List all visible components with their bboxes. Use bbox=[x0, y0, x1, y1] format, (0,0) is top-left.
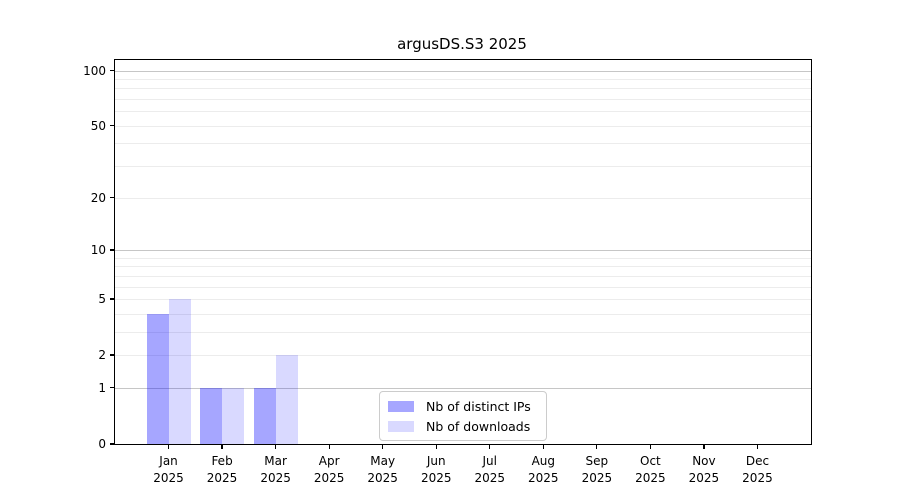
minor-gridline bbox=[115, 166, 811, 168]
x-tick bbox=[167, 444, 170, 449]
x-tick bbox=[275, 444, 277, 449]
x-tick-label: Apr 2025 bbox=[313, 454, 345, 485]
major-gridline bbox=[115, 387, 811, 389]
x-tick-label: Mar 2025 bbox=[260, 454, 291, 485]
y-tick bbox=[109, 125, 114, 127]
bar-nb-of-downloads-feb bbox=[222, 387, 245, 444]
x-tick bbox=[649, 444, 651, 449]
y-tick-label: 20 bbox=[90, 190, 106, 205]
x-tick-label: May 2025 bbox=[367, 454, 398, 485]
legend-label-distinct-ips: Nb of distinct IPs bbox=[426, 398, 531, 414]
x-tick-label: Sep 2025 bbox=[581, 454, 613, 485]
x-tick bbox=[596, 444, 598, 449]
minor-gridline bbox=[115, 355, 811, 357]
y-tick bbox=[109, 298, 114, 300]
minor-gridline bbox=[115, 257, 811, 259]
x-tick bbox=[703, 444, 705, 449]
major-gridline bbox=[115, 70, 811, 72]
minor-gridline bbox=[115, 125, 811, 127]
x-tick-label: Oct 2025 bbox=[635, 454, 666, 485]
bar-nb-of-downloads-mar bbox=[275, 355, 298, 444]
x-tick-label: Feb 2025 bbox=[206, 454, 238, 485]
x-tick bbox=[221, 444, 223, 449]
minor-gridline bbox=[115, 331, 811, 333]
minor-gridline bbox=[115, 266, 811, 268]
y-tick-label: 2 bbox=[98, 348, 106, 363]
x-tick bbox=[489, 444, 491, 449]
y-tick-label: 5 bbox=[98, 291, 106, 306]
minor-gridline bbox=[115, 286, 811, 288]
legend-item-distinct-ips: Nb of distinct IPs bbox=[380, 396, 546, 416]
x-tick bbox=[435, 444, 437, 449]
minor-gridline bbox=[115, 275, 811, 277]
x-tick-label: Aug 2025 bbox=[528, 454, 559, 485]
x-tick-label: Jan 2025 bbox=[153, 454, 184, 485]
legend-item-downloads: Nb of downloads bbox=[380, 416, 546, 436]
minor-gridline bbox=[115, 99, 811, 101]
x-tick-label: Jul 2025 bbox=[474, 454, 506, 485]
y-tick bbox=[109, 443, 114, 445]
minor-gridline bbox=[115, 197, 811, 199]
bar-nb-of-downloads-jan bbox=[168, 299, 191, 444]
minor-gridline bbox=[115, 111, 811, 113]
y-tick-label: 50 bbox=[90, 118, 106, 133]
chart-title: argusDS.S3 2025 bbox=[397, 35, 527, 53]
major-gridline bbox=[115, 249, 811, 251]
x-tick bbox=[542, 444, 544, 449]
x-tick bbox=[382, 444, 384, 449]
y-tick-label: 10 bbox=[90, 242, 106, 257]
minor-gridline bbox=[115, 88, 811, 90]
y-tick-label: 0 bbox=[98, 437, 106, 451]
legend-swatch-distinct-ips bbox=[388, 400, 414, 412]
x-tick-label: Nov 2025 bbox=[688, 454, 720, 485]
y-tick bbox=[109, 354, 114, 356]
y-tick bbox=[109, 387, 114, 389]
bar-nb-of-distinct-ips-feb bbox=[200, 387, 223, 444]
minor-gridline bbox=[115, 78, 811, 80]
y-tick-label: 100 bbox=[83, 63, 106, 78]
x-tick bbox=[756, 444, 759, 449]
legend-label-downloads: Nb of downloads bbox=[426, 418, 531, 434]
bar-nb-of-distinct-ips-jan bbox=[146, 313, 169, 444]
minor-gridline bbox=[115, 298, 811, 300]
minor-gridline bbox=[115, 143, 811, 145]
x-tick bbox=[328, 444, 330, 449]
plot-area: Nb of distinct IPs Nb of downloads 0 1 2 5 1… bbox=[83, 59, 812, 485]
bar-nb-of-distinct-ips-mar bbox=[253, 387, 276, 444]
y-tick bbox=[109, 69, 114, 72]
y-tick bbox=[109, 197, 114, 199]
y-tick-label: 1 bbox=[98, 380, 106, 395]
minor-gridline bbox=[115, 313, 811, 315]
x-tick-label: Dec 2025 bbox=[742, 454, 773, 485]
x-tick-label: Jun 2025 bbox=[420, 454, 452, 485]
legend-swatch-downloads bbox=[388, 420, 414, 432]
y-tick bbox=[109, 249, 114, 251]
legend: Nb of distinct IPs Nb of downloads bbox=[379, 391, 547, 441]
